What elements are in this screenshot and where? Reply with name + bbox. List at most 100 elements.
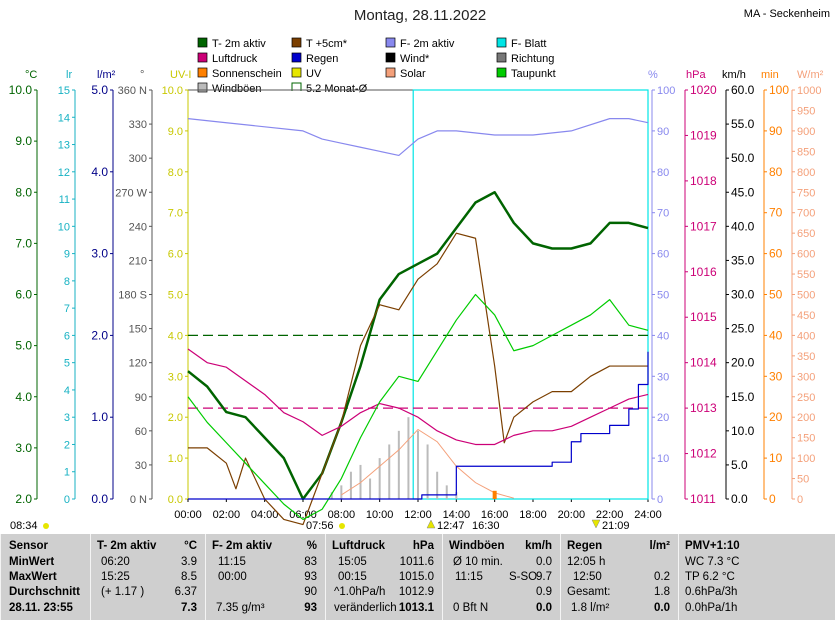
series-luftdruck xyxy=(187,348,649,446)
solar-axis-tick-label: 600 xyxy=(797,249,815,261)
noon-marker xyxy=(426,519,436,529)
legend-marker xyxy=(291,67,302,78)
temp-min-value: 3.9 xyxy=(181,556,197,568)
pmv-pressure-3h: 0.6hPa/3h xyxy=(685,586,738,598)
lr-axis-tick-label: 3 xyxy=(64,412,70,424)
pressure-axis-tick-label: 1011 xyxy=(690,492,716,506)
noon-time: 12:47 xyxy=(437,520,465,532)
wind-avg-value: 0.9 xyxy=(536,586,552,598)
direction-axis-tick-label: 210 xyxy=(129,255,147,267)
x-tick-label: 24:00 xyxy=(634,509,662,521)
sunshine-axis-tick-label: 60 xyxy=(769,247,783,261)
x-tick-label: 22:00 xyxy=(596,509,624,521)
statistics-table: Sensor MinWert MaxWert Durchschnitt 28.1… xyxy=(0,534,835,620)
stats-col-wind: Windböen km/h Ø 10 min. 0.0 11:15 S-SO 9.7 0… xyxy=(442,534,560,620)
legend-label: F- 2m aktiv xyxy=(400,38,455,50)
rain-max-value: 0.2 xyxy=(654,571,670,583)
sunshine-bar xyxy=(492,490,497,499)
lr-axis-tick-label: 6 xyxy=(64,330,70,342)
humidity-axis-tick-label: 100 xyxy=(657,85,675,97)
legend: T- 2m aktiv T +5cm* F- 2m aktiv F- Blatt Luf… xyxy=(197,37,556,95)
press-max-value: 1015.0 xyxy=(398,571,434,583)
temp-avg-delta: (+ 1.17 ) xyxy=(101,586,145,598)
lr-axis-tick-label: 2 xyxy=(64,439,70,451)
wind-gust-bar xyxy=(340,485,343,499)
sun-event-left-time: 08:34 xyxy=(10,520,38,532)
legend-label: UV xyxy=(306,68,322,80)
wind-axis-tick-label: 35.0 xyxy=(731,253,755,267)
solar-axis-tick-label: 350 xyxy=(797,351,815,363)
direction-axis-tick-label: 180 S xyxy=(118,290,147,302)
wind-gust-bar xyxy=(369,478,372,499)
series-t-5cm- xyxy=(188,232,648,526)
temp-axis-tick-label: 4.0 xyxy=(15,390,32,404)
hum-current-value: 93 xyxy=(304,602,317,614)
wind-gust-bar xyxy=(407,417,410,499)
solar-axis-tick-label: 800 xyxy=(797,167,815,179)
pressure-axis-tick-label: 1016 xyxy=(690,265,717,279)
stats-header-pmv: PMV+1:10 xyxy=(685,540,740,552)
legend-label: Regen xyxy=(306,53,338,65)
sunshine-axis-tick-label: 80 xyxy=(769,165,783,179)
sunrise-time: 07:56 xyxy=(306,520,334,532)
solar-axis-tick-label: 150 xyxy=(797,433,815,445)
humidity-axis-tick-label: 60 xyxy=(657,249,669,261)
sun-events: 08:34 07:56 12:47 16:30 21:09 xyxy=(10,519,630,532)
solar-axis-tick-label: 100 xyxy=(797,453,815,465)
hum-avg-value: 90 xyxy=(304,586,317,598)
hum-absolute: 7.35 g/m³ xyxy=(216,602,265,614)
sunshine-axis-tick-label: 10 xyxy=(769,451,783,465)
x-tick-label: 18:00 xyxy=(519,509,547,521)
sun-event-marker xyxy=(43,523,49,529)
pressure-axis-tick-label: 1015 xyxy=(690,310,717,324)
x-tick-label: 08:00 xyxy=(328,509,356,521)
press-current-value: 1013.1 xyxy=(398,602,434,614)
left-axis-unit: ° xyxy=(140,69,144,81)
temp-axis-tick-label: 9.0 xyxy=(15,134,32,148)
stats-header-sensor: Sensor xyxy=(9,540,48,552)
right-axis-unit: W/m² xyxy=(797,69,824,81)
legend-label: T- 2m aktiv xyxy=(212,38,266,50)
stats-col-humidity: F- 2m aktiv% 11:15 83 00:00 93 90 7.35 g/m… xyxy=(205,534,325,620)
legend-marker xyxy=(496,37,507,48)
wind-gust-bar xyxy=(426,444,429,499)
temp-axis-tick-label: 8.0 xyxy=(15,185,32,199)
legend-marker xyxy=(291,52,302,63)
stats-header-humidity: F- 2m aktiv xyxy=(212,540,273,552)
legend-label: Taupunkt xyxy=(511,68,556,80)
right-axis-unit: hPa xyxy=(686,69,706,81)
left-axis-unit: °C xyxy=(25,69,37,81)
uv-axis-tick-label: 9.0 xyxy=(168,126,183,138)
x-tick-label: 00:00 xyxy=(174,509,202,521)
rain-total-label: Gesamt: xyxy=(567,586,611,598)
solar-axis-tick-label: 250 xyxy=(797,392,815,404)
temp-min-time: 06:20 xyxy=(101,556,130,568)
sunset-marker xyxy=(591,519,601,529)
x-tick-label: 06:00 xyxy=(289,509,317,521)
rain-axis-tick-label: 1.0 xyxy=(91,410,108,424)
temp-avg-value: 6.37 xyxy=(174,586,197,598)
rain-axis-tick-label: 5.0 xyxy=(91,83,108,97)
wind-avg10-value: 0.0 xyxy=(536,556,552,568)
legend-marker xyxy=(385,37,396,48)
uv-axis-tick-label: 8.0 xyxy=(168,167,183,179)
sunshine-axis-tick-label: 20 xyxy=(769,410,783,424)
rain-total-value: 1.8 xyxy=(654,586,670,598)
press-min-time: 15:05 xyxy=(338,556,367,568)
legend-marker xyxy=(197,82,208,93)
stats-unit-pressure: hPa xyxy=(412,540,434,552)
stats-header-rain: Regen xyxy=(567,540,603,552)
solar-axis-tick-label: 550 xyxy=(797,269,815,281)
solar-axis-tick-label: 200 xyxy=(797,412,815,424)
lr-axis-tick-label: 10 xyxy=(58,221,70,233)
wind-axis-tick-label: 0.0 xyxy=(731,492,748,506)
solar-axis-tick-label: 900 xyxy=(797,126,815,138)
stats-unit-temp: °C xyxy=(184,540,197,552)
uv-axis-tick-label: 6.0 xyxy=(168,249,183,261)
uv-axis-tick-label: 2.0 xyxy=(168,412,183,424)
sunshine-axis-tick-label: 90 xyxy=(769,124,783,138)
stats-col-pressure: Luftdruck hPa 15:05 1011.6 00:15 1015.0 ^1.… xyxy=(325,534,442,620)
right-axis-unit: % xyxy=(648,69,658,81)
direction-axis-tick-label: 240 xyxy=(129,221,147,233)
solar-axis-tick-label: 50 xyxy=(797,474,809,486)
